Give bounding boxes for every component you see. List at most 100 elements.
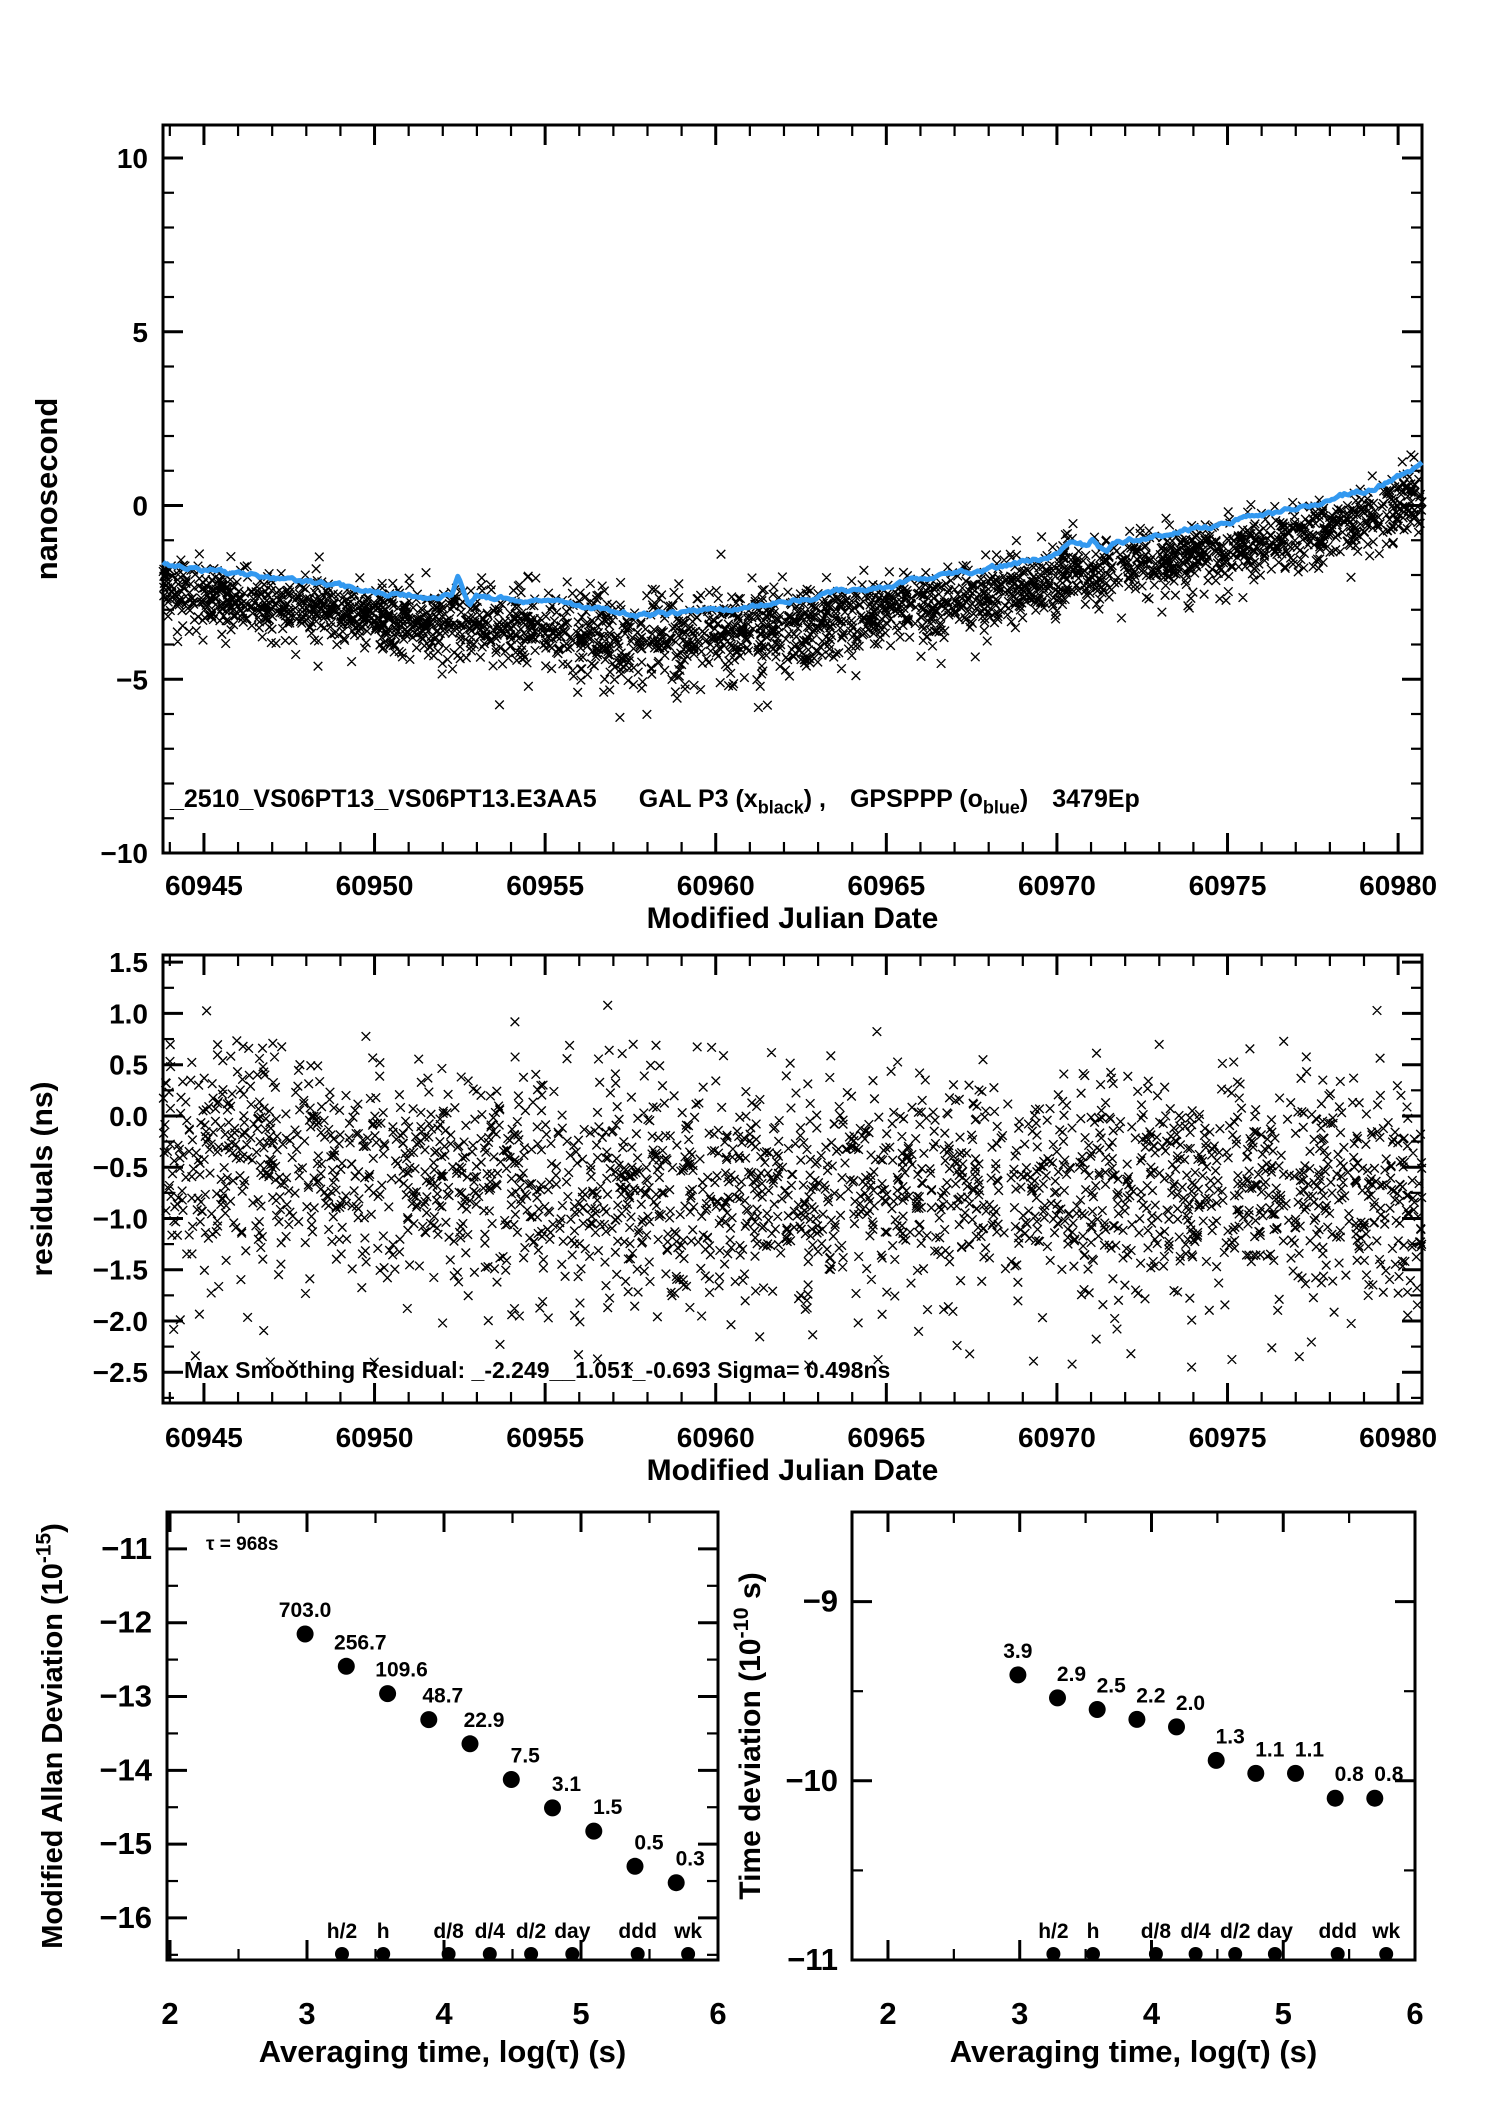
tick-label: −5 [116, 664, 148, 695]
calendar-marker-label: d/2 [1220, 1920, 1250, 1943]
data-point-label: 2.9 [1057, 1663, 1086, 1686]
tick-label: 60955 [506, 1422, 584, 1453]
tick-label: 60950 [336, 870, 414, 901]
data-point-label: 3.9 [1003, 1640, 1032, 1663]
tick-label: −16 [99, 1900, 152, 1935]
data-point-label: 2.5 [1097, 1674, 1127, 1697]
annotation: Max Smoothing Residual: _-2.249__1.051_-… [184, 1357, 890, 1383]
tick-label: 60950 [336, 1422, 414, 1453]
data-point-label: 2.2 [1136, 1684, 1165, 1707]
tick-label: 60965 [847, 1422, 925, 1453]
tick-label: −2.0 [93, 1306, 148, 1337]
time-deviation-chart: 2 3 4 5 6 −9 −10 −11 Averaging time, log(τ) (s) T… [728, 1510, 1424, 2069]
tick-label: 4 [435, 1996, 453, 2031]
phase-comparison-chart: 60945 60950 60955 60960 60965 60970 60975 60980… [29, 123, 1437, 935]
data-point [1207, 1751, 1225, 1769]
tick-label: 60970 [1018, 1422, 1096, 1453]
tick-label: 3 [298, 1996, 315, 2031]
calendar-marker [441, 1947, 456, 1961]
tick-label: −2.5 [93, 1357, 148, 1388]
y-axis-title: Modified Allan Deviation (10-15) [32, 1523, 69, 1949]
y-axis-title: nanosecond [29, 398, 64, 581]
calendar-marker-label: h/2 [327, 1920, 357, 1943]
calendar-marker-label: ddd [618, 1920, 656, 1943]
tick-label: −15 [99, 1826, 152, 1861]
tick-label: 60945 [165, 870, 243, 901]
plot-frame [161, 953, 1424, 1405]
data-point-label: 0.8 [1335, 1763, 1365, 1786]
plot-title: _2510_VS06PT13_VS06PT13.E3AA5 GAL P3 (xbl… [169, 785, 1140, 817]
tick-label: −10 [101, 838, 149, 869]
calendar-marker [1148, 1947, 1163, 1961]
calendar-marker [565, 1947, 580, 1961]
data-point [1009, 1666, 1027, 1684]
x-axis-title: Averaging time, log(τ) (s) [259, 2034, 627, 2069]
tick-label: 5 [572, 1996, 589, 2031]
tick-label: 2 [879, 1996, 896, 2031]
data-point [1168, 1718, 1185, 1736]
data-point [667, 1874, 685, 1892]
x-axis-title: Averaging time, log(τ) (s) [950, 2034, 1318, 2069]
calendar-marker-label: day [554, 1920, 591, 1943]
data-point-label: 109.6 [375, 1659, 428, 1682]
tick-label: −1.0 [93, 1203, 148, 1234]
calendar-marker [335, 1947, 349, 1961]
data-point-label: 3.1 [552, 1773, 582, 1796]
x-axis-title: Modified Julian Date [647, 902, 939, 935]
tick-label: 60980 [1359, 1422, 1437, 1453]
calendar-marker-label: ddd [1318, 1920, 1356, 1943]
calendar-marker [1228, 1947, 1243, 1961]
calendar-marker [681, 1947, 696, 1961]
tick-label: −14 [99, 1752, 152, 1787]
data-point-label: 22.9 [464, 1709, 505, 1732]
tick-label: 60965 [847, 870, 925, 901]
calendar-marker [376, 1947, 391, 1961]
x-axis-title: Modified Julian Date [647, 1454, 939, 1487]
tick-label: 0.5 [109, 1050, 148, 1081]
data-point-label: 0.3 [676, 1848, 705, 1871]
data-point [1287, 1764, 1304, 1782]
tick-label: 5 [132, 317, 148, 348]
tick-label: 60960 [677, 870, 755, 901]
calendar-marker [630, 1947, 645, 1961]
calendar-marker-label: d/4 [1180, 1920, 1211, 1943]
tick-label: 60960 [677, 1422, 755, 1453]
data-point-label: 1.1 [1295, 1738, 1325, 1761]
tick-label: −1.5 [93, 1255, 148, 1286]
tick-label: 1.5 [109, 947, 148, 978]
data-point-label: 256.7 [334, 1631, 387, 1654]
plot-frame [165, 1510, 720, 1962]
tick-label: −11 [787, 1942, 838, 1977]
calendar-marker-label: d/4 [475, 1920, 506, 1943]
calendar-marker-label: wk [673, 1920, 702, 1943]
calendar-marker [482, 1947, 497, 1961]
data-point-label: 0.5 [634, 1831, 664, 1854]
data-point [585, 1822, 603, 1840]
data-point [626, 1857, 644, 1875]
calendar-marker [1046, 1947, 1061, 1961]
calendar-marker-label: h [377, 1920, 390, 1943]
data-point [1366, 1789, 1384, 1807]
data-point [1247, 1764, 1265, 1782]
calendar-marker-label: wk [1371, 1920, 1400, 1943]
tick-label: −9 [803, 1584, 838, 1619]
calendar-marker [1379, 1947, 1394, 1961]
tick-label: 0 [132, 491, 148, 522]
tick-label: 5 [1275, 1996, 1292, 2031]
calendar-marker [524, 1947, 539, 1961]
tick-label: 60955 [506, 870, 584, 901]
data-point [1128, 1710, 1146, 1728]
data-point [1326, 1789, 1344, 1807]
tick-label: 60975 [1189, 1422, 1267, 1453]
calendar-marker [1330, 1947, 1345, 1961]
tick-label: 60975 [1189, 870, 1267, 901]
data-point-label: 1.5 [593, 1796, 623, 1819]
calendar-marker-label: day [1257, 1920, 1294, 1943]
data-point-label: 2.0 [1176, 1692, 1205, 1715]
annotation: τ = 968s [206, 1534, 278, 1555]
calendar-marker-label: d/2 [516, 1920, 546, 1943]
data-point-label: 1.1 [1255, 1738, 1285, 1761]
tick-label: 60945 [165, 1422, 243, 1453]
calendar-marker [1267, 1947, 1282, 1961]
